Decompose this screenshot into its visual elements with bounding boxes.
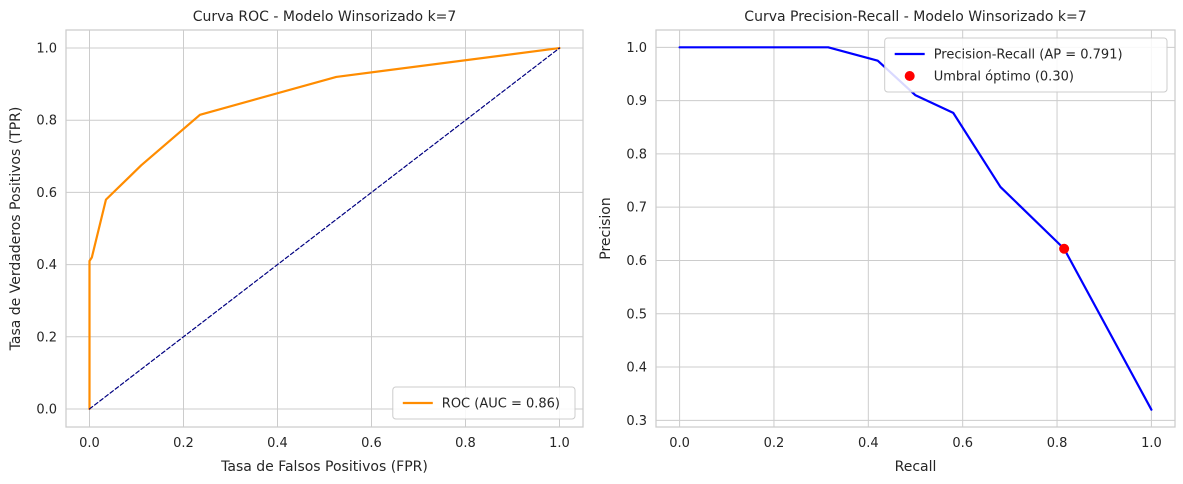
x-axis-label: Tasa de Falsos Positivos (FPR) <box>220 459 428 475</box>
x-tick-label: 1.0 <box>1141 436 1162 451</box>
x-tick-label: 0.0 <box>669 436 690 451</box>
legend: ROC (AUC = 0.86) <box>392 386 576 420</box>
x-tick-label: 0.4 <box>858 436 879 451</box>
x-tick-label: 0.6 <box>952 436 973 451</box>
x-tick-label: 0.2 <box>173 436 194 451</box>
chart-2: 0.0 0.2 0.4 0.6 0.8 1.0 0.3 0.4 0.5 0.6 0.7 0.8 0.9 1… <box>598 9 1176 475</box>
y-tick-label: 1.0 <box>36 42 57 57</box>
x-tick-label: 0.2 <box>764 436 785 451</box>
y-tick-label: 1.0 <box>626 41 647 56</box>
y-tick-label: 0.0 <box>36 402 57 417</box>
chart-title: Curva ROC - Modelo Winsorizado k=7 <box>193 9 457 25</box>
plot-frame <box>655 29 1176 428</box>
x-axis-label: Recall <box>895 459 937 475</box>
legend-dot-swatch <box>904 71 915 81</box>
y-tick-label: 0.4 <box>36 258 57 273</box>
x-tick-label: 0.8 <box>1047 436 1068 451</box>
series-line-1 <box>88 46 561 411</box>
grid <box>656 30 1175 427</box>
y-tick-label: 0.9 <box>626 94 647 109</box>
x-tick-label: 1.0 <box>549 436 570 451</box>
legend-box <box>392 386 576 420</box>
x-tick-label: 0.0 <box>79 436 100 451</box>
series-line-1 <box>678 46 1153 411</box>
y-tick-label: 0.6 <box>626 254 647 269</box>
reference-diagonal-line <box>88 47 561 410</box>
y-tick-label: 0.5 <box>626 307 647 322</box>
optimal-threshold-point <box>1059 243 1070 254</box>
y-tick-label: 0.6 <box>36 186 57 201</box>
chart-1: 0.0 0.2 0.4 0.6 0.8 1.0 0.0 0.2 0.4 0.6 0.8 1.0 Curv… <box>8 9 584 475</box>
x-tick-label: 0.4 <box>267 436 288 451</box>
y-axis-label: Precision <box>598 197 614 259</box>
plot-frame <box>65 29 584 428</box>
x-tick-label: 0.8 <box>455 436 476 451</box>
legend-label: ROC (AUC = 0.86) <box>442 397 560 412</box>
chart-title: Curva Precision-Recall - Modelo Winsoriz… <box>744 9 1086 25</box>
y-tick-label: 0.7 <box>626 201 647 216</box>
y-tick-label: 0.3 <box>626 414 647 429</box>
y-tick-label: 0.2 <box>36 330 57 345</box>
y-tick-label: 0.8 <box>626 147 647 162</box>
grid <box>66 30 583 427</box>
y-axis-label: Tasa de Verdaderos Positivos (TPR) <box>8 107 24 352</box>
y-tick-label: 0.4 <box>626 361 647 376</box>
legend: Precision-Recall (AP = 0.791) Umbral ópti… <box>884 37 1168 93</box>
legend-label: Precision-Recall (AP = 0.791) <box>934 48 1123 63</box>
legend-label: Umbral óptimo (0.30) <box>934 70 1074 85</box>
y-tick-label: 0.8 <box>36 114 57 129</box>
legend-box <box>884 37 1168 93</box>
x-tick-label: 0.6 <box>361 436 382 451</box>
